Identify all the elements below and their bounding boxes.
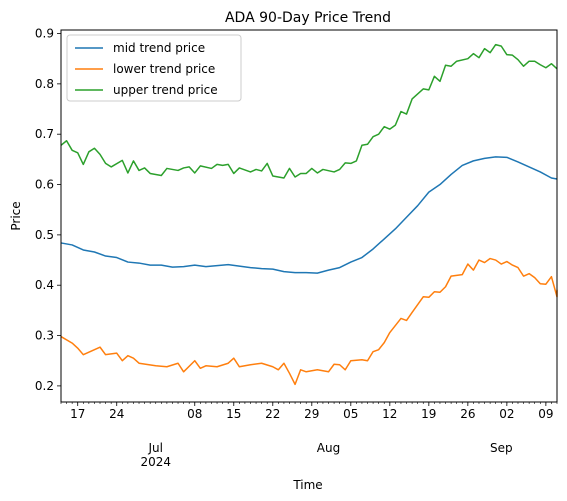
- series-line-0: [60, 156, 558, 274]
- plot-frame: [60, 29, 558, 403]
- x-month-label: Aug: [317, 441, 340, 455]
- y-tick-label: 0.5: [35, 228, 54, 242]
- y-axis-label: Price: [9, 201, 23, 230]
- plot-area: [60, 43, 558, 386]
- chart-title: ADA 90-Day Price Trend: [225, 10, 391, 26]
- x-axis-label: Time: [292, 478, 322, 492]
- x-tick-label: 05: [343, 407, 358, 421]
- series-line-1: [60, 257, 558, 386]
- legend-label-2: upper trend price: [113, 83, 218, 97]
- legend-label-1: lower trend price: [113, 62, 215, 76]
- y-tick-label: 0.6: [35, 178, 54, 192]
- x-tick-label: 19: [421, 407, 436, 421]
- x-tick-label: 02: [499, 407, 514, 421]
- x-tick-label: 29: [304, 407, 319, 421]
- y-tick-label: 0.8: [35, 77, 54, 91]
- x-tick-label: 26: [460, 407, 475, 421]
- x-month-label: Sep: [490, 441, 513, 455]
- y-tick-label: 0.3: [35, 329, 54, 343]
- x-month-label: Jul: [147, 441, 162, 455]
- x-year-label: 2024: [140, 455, 171, 469]
- y-tick-label: 0.2: [35, 379, 54, 393]
- x-tick-label: 08: [187, 407, 202, 421]
- y-axis: 0.2 0.3 0.4 0.5 0.6 0.7 0.8 0.9: [35, 27, 61, 393]
- y-tick-label: 0.7: [35, 127, 54, 141]
- x-tick-label: 24: [109, 407, 124, 421]
- legend-box: [66, 34, 242, 102]
- x-tick-label: 09: [538, 407, 553, 421]
- x-tick-label: 12: [382, 407, 397, 421]
- series-line-2: [60, 43, 558, 179]
- legend-label-0: mid trend price: [113, 41, 205, 55]
- x-tick-label: 17: [70, 407, 85, 421]
- y-tick-label: 0.4: [35, 278, 54, 292]
- x-tick-label: 15: [226, 407, 241, 421]
- y-tick-label: 0.9: [35, 27, 54, 41]
- x-tick-label: 22: [265, 407, 280, 421]
- legend: mid trend price lower trend price upper tr…: [66, 34, 242, 102]
